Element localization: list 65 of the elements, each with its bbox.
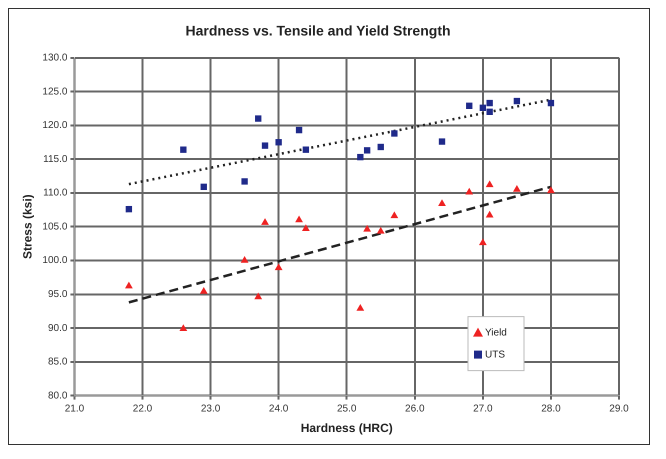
point (124, 282, 133, 288)
point (364, 147, 370, 154)
y-tick-label: 120.0 (42, 120, 68, 132)
y-axis-title: Stress (ksi) (20, 194, 35, 260)
point (302, 146, 310, 153)
x-tick-label: 21.0 (64, 403, 85, 414)
x-tick-label: 22.0 (132, 403, 153, 414)
point (275, 139, 282, 146)
x-tick-label: 26.0 (405, 403, 425, 414)
x-tick-label: 23.0 (200, 403, 221, 414)
point (390, 211, 398, 218)
point (295, 215, 303, 222)
point (363, 224, 372, 232)
point (378, 144, 384, 150)
y-tick-label: 110.0 (43, 188, 68, 199)
x-tick-label: 28.0 (541, 403, 562, 414)
y-tick-label: 85.0 (48, 356, 68, 368)
point (486, 180, 494, 188)
y-tick-label: 115.0 (43, 154, 68, 165)
point (512, 185, 521, 192)
y-tick-label: 90.0 (48, 322, 68, 334)
x-tick-label: 27.0 (473, 403, 494, 414)
point (200, 287, 208, 294)
point (302, 224, 310, 231)
point (438, 138, 446, 145)
y-tick-label: 95.0 (48, 289, 68, 300)
point (126, 206, 132, 212)
point (356, 304, 364, 311)
point (514, 98, 520, 104)
point (200, 184, 207, 190)
point (391, 130, 398, 137)
y-tick-label: 100.0 (42, 255, 68, 266)
point (179, 324, 188, 331)
point (480, 104, 486, 111)
point (261, 218, 269, 225)
y-tick-label: 130.0 (42, 52, 68, 64)
point (262, 142, 268, 149)
point (241, 178, 248, 185)
point (255, 115, 262, 122)
chart-title: Hardness vs. Tensile and Yield Strength (185, 22, 451, 38)
x-axis-title: Hardness (HRC) (300, 421, 393, 436)
point (547, 186, 555, 194)
point (274, 263, 283, 270)
x-tick-label: 29.0 (609, 403, 630, 414)
x-tick-label: 24.0 (268, 403, 289, 414)
y-tick-label: 125.0 (42, 86, 68, 98)
point (486, 210, 494, 218)
point (548, 100, 554, 106)
point (240, 256, 248, 263)
point (466, 102, 472, 109)
point (254, 292, 262, 300)
point (465, 188, 474, 194)
point (438, 199, 446, 206)
point (357, 154, 364, 160)
point (486, 100, 493, 106)
point (376, 226, 385, 234)
point (486, 108, 493, 116)
x-tick-label: 25.0 (336, 403, 357, 414)
legend-label: Yield (485, 327, 507, 338)
y-tick-label: 105.0 (42, 221, 68, 232)
point (180, 146, 187, 153)
point (296, 126, 302, 134)
legend-label: UTS (485, 349, 506, 360)
point (478, 238, 487, 246)
y-tick-label: 80.0 (48, 390, 68, 402)
